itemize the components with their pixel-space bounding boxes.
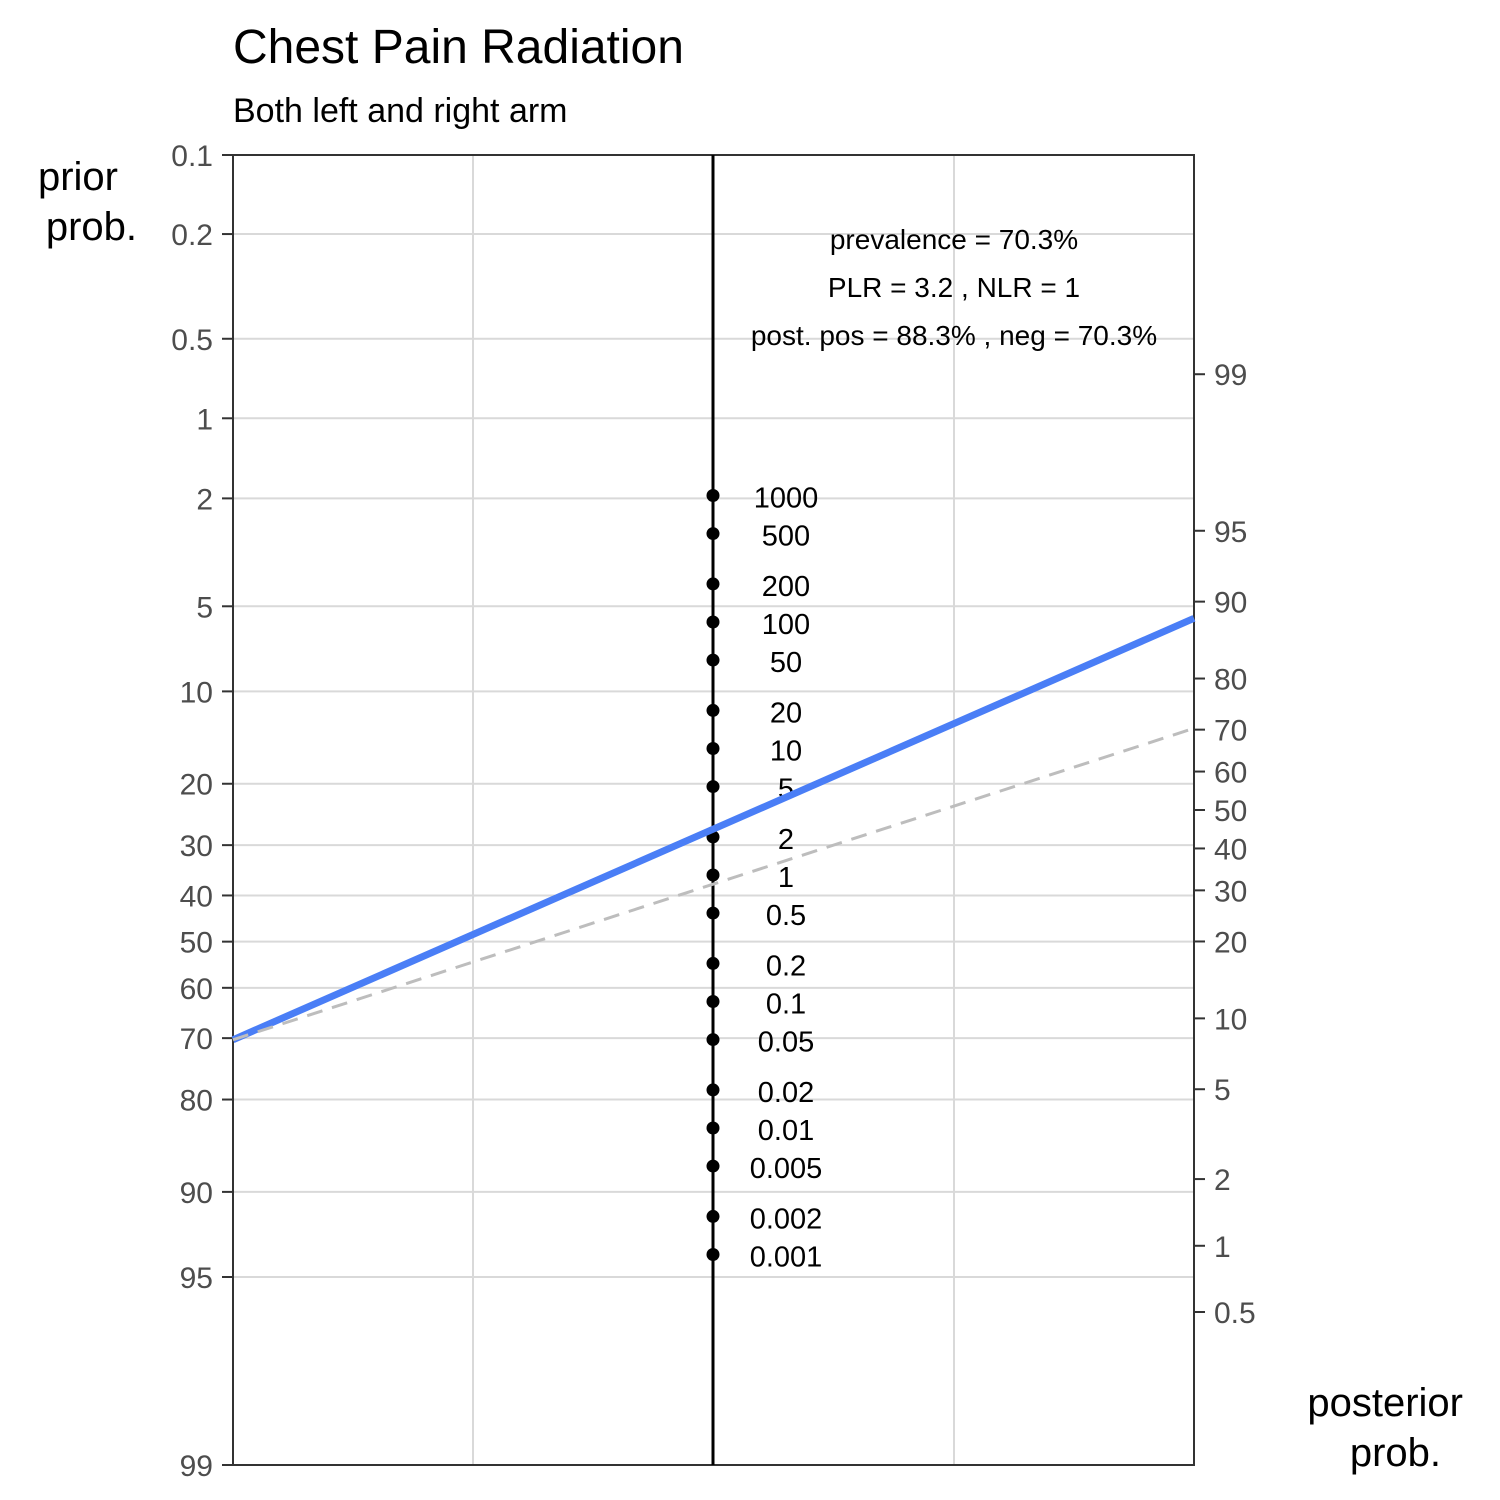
left-tick-label: 2	[196, 483, 213, 516]
right-tick-label: 5	[1214, 1074, 1231, 1107]
lr-label: 0.05	[758, 1027, 814, 1059]
right-tick-label: 99	[1214, 359, 1247, 392]
lr-point	[706, 577, 720, 591]
left-tick-label: 50	[180, 927, 213, 960]
series-line-solid	[231, 615, 1196, 1043]
lr-label: 0.02	[758, 1077, 814, 1109]
left-tick-label: 80	[180, 1085, 213, 1118]
lr-label: 20	[770, 697, 802, 729]
lr-point	[706, 1248, 720, 1261]
right-tick-label: 60	[1214, 757, 1247, 790]
series-line-dashed	[232, 726, 1195, 1042]
right-tick-label: 1	[1214, 1231, 1231, 1264]
lr-point	[706, 780, 720, 794]
right-axis-title-line2: prob.	[1350, 1431, 1441, 1475]
lr-label: 500	[762, 521, 810, 553]
lr-label: 200	[762, 571, 810, 603]
lr-label: 10	[770, 736, 802, 768]
chart-title: Chest Pain Radiation	[233, 21, 684, 74]
lr-point	[706, 742, 720, 755]
lr-point	[706, 1033, 720, 1047]
lr-point	[706, 1209, 720, 1223]
left-tick-label: 5	[196, 591, 213, 624]
left-tick-label: 99	[180, 1450, 213, 1483]
lr-label: 0.1	[766, 989, 806, 1021]
lr-axis: 10005002001005020105210.50.20.10.050.020…	[706, 155, 823, 1465]
left-tick-label: 0.5	[171, 324, 213, 357]
left-axis-title-line1: prior	[38, 155, 118, 199]
right-axis-title-line1: posterior	[1307, 1381, 1463, 1425]
lr-point	[706, 1083, 720, 1097]
lr-point	[706, 868, 720, 882]
left-tick-label: 70	[180, 1023, 213, 1056]
series-lines	[231, 615, 1196, 1043]
lr-label: 0.005	[750, 1153, 823, 1185]
lr-point	[706, 995, 720, 1008]
lr-label: 1	[778, 862, 794, 894]
left-tick-label: 60	[180, 973, 213, 1006]
lr-label: 0.001	[750, 1242, 823, 1274]
left-axis-title-line2: prob.	[46, 205, 137, 249]
left-tick-label: 20	[180, 769, 213, 802]
left-tick-label: 0.1	[171, 140, 213, 173]
right-tick-label: 40	[1214, 833, 1247, 866]
annotation-1: PLR = 3.2 , NLR = 1	[828, 272, 1080, 303]
lr-point	[706, 703, 720, 717]
lr-point	[706, 906, 720, 920]
left-tick-label: 40	[180, 880, 213, 913]
left-tick-label: 1	[196, 403, 213, 436]
lr-label: 0.2	[766, 950, 806, 982]
right-tick-label: 50	[1214, 795, 1247, 828]
lr-point	[706, 615, 720, 629]
lr-label: 0.5	[766, 900, 806, 932]
annotations: prevalence = 70.3% PLR = 3.2 , NLR = 1 pos…	[751, 224, 1157, 351]
left-tick-label: 90	[180, 1177, 213, 1210]
right-tick-label: 90	[1214, 587, 1247, 620]
lr-point	[706, 653, 720, 667]
lr-label: 50	[770, 647, 802, 679]
lr-point	[706, 1121, 720, 1135]
right-tick-label: 2	[1214, 1164, 1231, 1197]
annotation-2: post. pos = 88.3% , neg = 70.3%	[751, 320, 1157, 351]
lr-point	[706, 527, 720, 541]
lr-point	[706, 1159, 720, 1173]
chart-subtitle: Both left and right arm	[233, 92, 568, 130]
left-tick-label: 10	[180, 676, 213, 709]
lr-label: 100	[762, 609, 810, 641]
right-axis: 99 95 90 80 70 60 50 40 30 20 10 5 2 1 0.5	[1194, 359, 1256, 1330]
annotation-0: prevalence = 70.3%	[830, 224, 1078, 255]
left-tick-label: 0.2	[171, 219, 213, 252]
lr-label: 0.002	[750, 1203, 823, 1235]
lr-point	[706, 956, 720, 970]
left-tick-label: 95	[180, 1262, 213, 1295]
left-axis: 0.1 0.2 0.5 1 2 5 10 20 30 40 50 60 70 80 90 95 99	[171, 140, 233, 1483]
lr-label: 1000	[754, 483, 819, 515]
left-tick-label: 30	[180, 830, 213, 863]
right-tick-label: 20	[1214, 926, 1247, 959]
right-tick-label: 80	[1214, 664, 1247, 697]
right-tick-label: 70	[1214, 715, 1247, 748]
lr-point	[706, 489, 720, 502]
right-tick-label: 30	[1214, 875, 1247, 908]
right-tick-label: 0.5	[1214, 1297, 1256, 1330]
lr-label: 2	[778, 824, 794, 856]
lr-label: 0.01	[758, 1115, 814, 1147]
right-tick-label: 10	[1214, 1003, 1247, 1036]
right-tick-label: 95	[1214, 516, 1247, 549]
